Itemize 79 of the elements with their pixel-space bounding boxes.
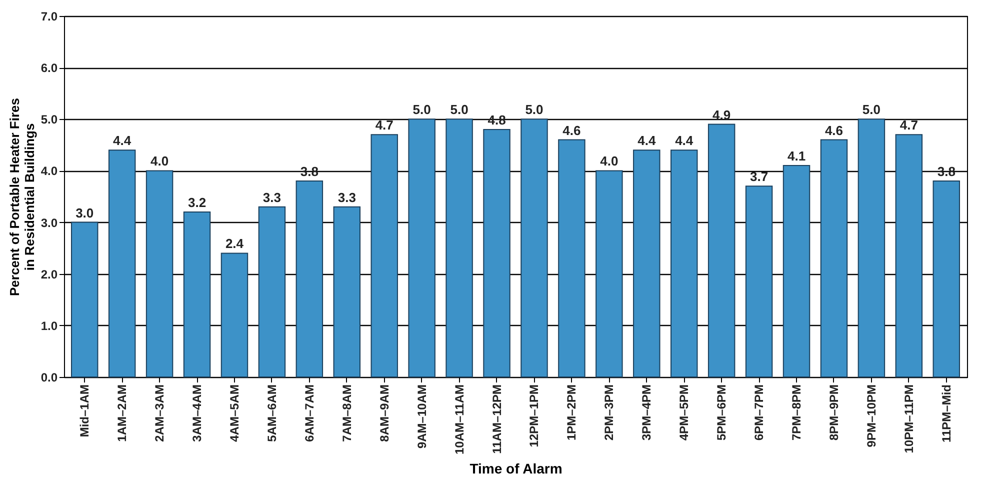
y-tick-label: 7.0 bbox=[40, 10, 58, 24]
data-label: 4.9 bbox=[712, 107, 731, 122]
bar bbox=[633, 150, 660, 378]
x-tick-label: 7PM–8PM bbox=[790, 384, 804, 441]
data-label: 4.4 bbox=[675, 133, 694, 148]
data-label: 4.6 bbox=[562, 122, 581, 138]
data-label: 5.0 bbox=[525, 102, 544, 118]
data-label: 4.7 bbox=[900, 118, 918, 133]
data-label: 5.0 bbox=[450, 102, 468, 118]
x-tick-label: 2PM–3PM bbox=[602, 384, 616, 441]
bar bbox=[446, 118, 473, 378]
bar bbox=[708, 124, 736, 378]
x-tick-label: 9AM–10AM bbox=[414, 384, 429, 449]
bar bbox=[220, 252, 248, 378]
data-label: 3.2 bbox=[188, 194, 206, 210]
data-label: 4.0 bbox=[150, 154, 169, 169]
bar bbox=[370, 134, 398, 378]
data-label: 4.6 bbox=[824, 122, 844, 138]
x-tick-label: 11PM–Mid bbox=[939, 384, 954, 443]
bar bbox=[183, 211, 211, 378]
data-label: 4.1 bbox=[787, 148, 806, 164]
data-label: 3.0 bbox=[76, 205, 94, 220]
x-tick-label: 12PM–1PM bbox=[527, 384, 542, 448]
x-axis-title: Time of Alarm bbox=[470, 460, 562, 477]
data-label: 5.0 bbox=[862, 102, 880, 118]
x-tick-label: 4PM–5PM bbox=[677, 384, 692, 441]
y-tick-label: 5.0 bbox=[40, 112, 58, 127]
data-label: 4.4 bbox=[638, 133, 656, 148]
x-tick-label: 2AM–3AM bbox=[152, 384, 167, 442]
data-label: 4.4 bbox=[113, 133, 132, 148]
y-tick-label: 0.0 bbox=[40, 370, 58, 384]
y-tick-label: 1.0 bbox=[40, 318, 58, 333]
bar bbox=[296, 180, 324, 378]
y-tick-label: 4.0 bbox=[40, 164, 58, 178]
bar bbox=[932, 180, 960, 378]
bar bbox=[333, 206, 361, 378]
data-label: 4.0 bbox=[600, 154, 618, 169]
bar bbox=[858, 118, 886, 378]
bar bbox=[745, 186, 773, 378]
x-tick-label: Mid–1AM bbox=[78, 384, 92, 438]
bar bbox=[483, 128, 510, 378]
data-label: 4.7 bbox=[375, 118, 394, 133]
bar bbox=[820, 139, 848, 378]
x-tick-label: 4AM–5AM bbox=[227, 384, 242, 442]
x-tick-label: 1PM–2PM bbox=[564, 384, 579, 441]
x-tick-label: 6AM–7AM bbox=[302, 384, 316, 442]
x-tick-label: 1AM–2AM bbox=[115, 384, 130, 442]
bar bbox=[596, 170, 623, 378]
bar bbox=[258, 206, 286, 378]
x-tick-label: 10PM–11PM bbox=[902, 384, 916, 454]
x-tick-label: 6PM–7PM bbox=[752, 384, 766, 441]
bar bbox=[70, 222, 98, 378]
bar bbox=[895, 134, 923, 378]
y-tick-label: 6.0 bbox=[40, 61, 58, 76]
bar bbox=[670, 150, 698, 378]
x-tick-label: 5AM–6AM bbox=[264, 384, 279, 442]
bar bbox=[558, 139, 586, 378]
data-label: 3.3 bbox=[262, 190, 281, 205]
data-label: 3.7 bbox=[750, 169, 768, 184]
bar bbox=[782, 165, 810, 378]
x-tick-label: 8PM–9PM bbox=[826, 384, 841, 441]
x-tick-label: 3AM–4AM bbox=[190, 384, 204, 442]
x-tick-label: 8AM–9AM bbox=[377, 384, 392, 442]
x-tick-label: 3PM–4PM bbox=[640, 384, 654, 441]
data-label: 2.4 bbox=[225, 236, 244, 252]
bar bbox=[520, 118, 548, 378]
y-tick-label: 3.0 bbox=[40, 216, 58, 230]
bar bbox=[108, 150, 136, 378]
y-axis-title: Percent of Portable Heater Fires in Residential Buildings bbox=[6, 98, 37, 296]
data-label: 3.3 bbox=[338, 190, 356, 205]
bar bbox=[408, 118, 436, 378]
data-label: 5.0 bbox=[412, 102, 431, 118]
x-tick-label: 5PM–6PM bbox=[714, 384, 729, 441]
x-tick-label: 7AM–8AM bbox=[340, 384, 354, 442]
x-tick-label: 10AM–11AM bbox=[452, 384, 466, 455]
x-tick-label: 11AM–12PM bbox=[490, 384, 504, 454]
bar bbox=[146, 170, 174, 378]
y-tick-label: 2.0 bbox=[40, 267, 58, 282]
x-tick-label: 9PM–10PM bbox=[864, 384, 878, 448]
